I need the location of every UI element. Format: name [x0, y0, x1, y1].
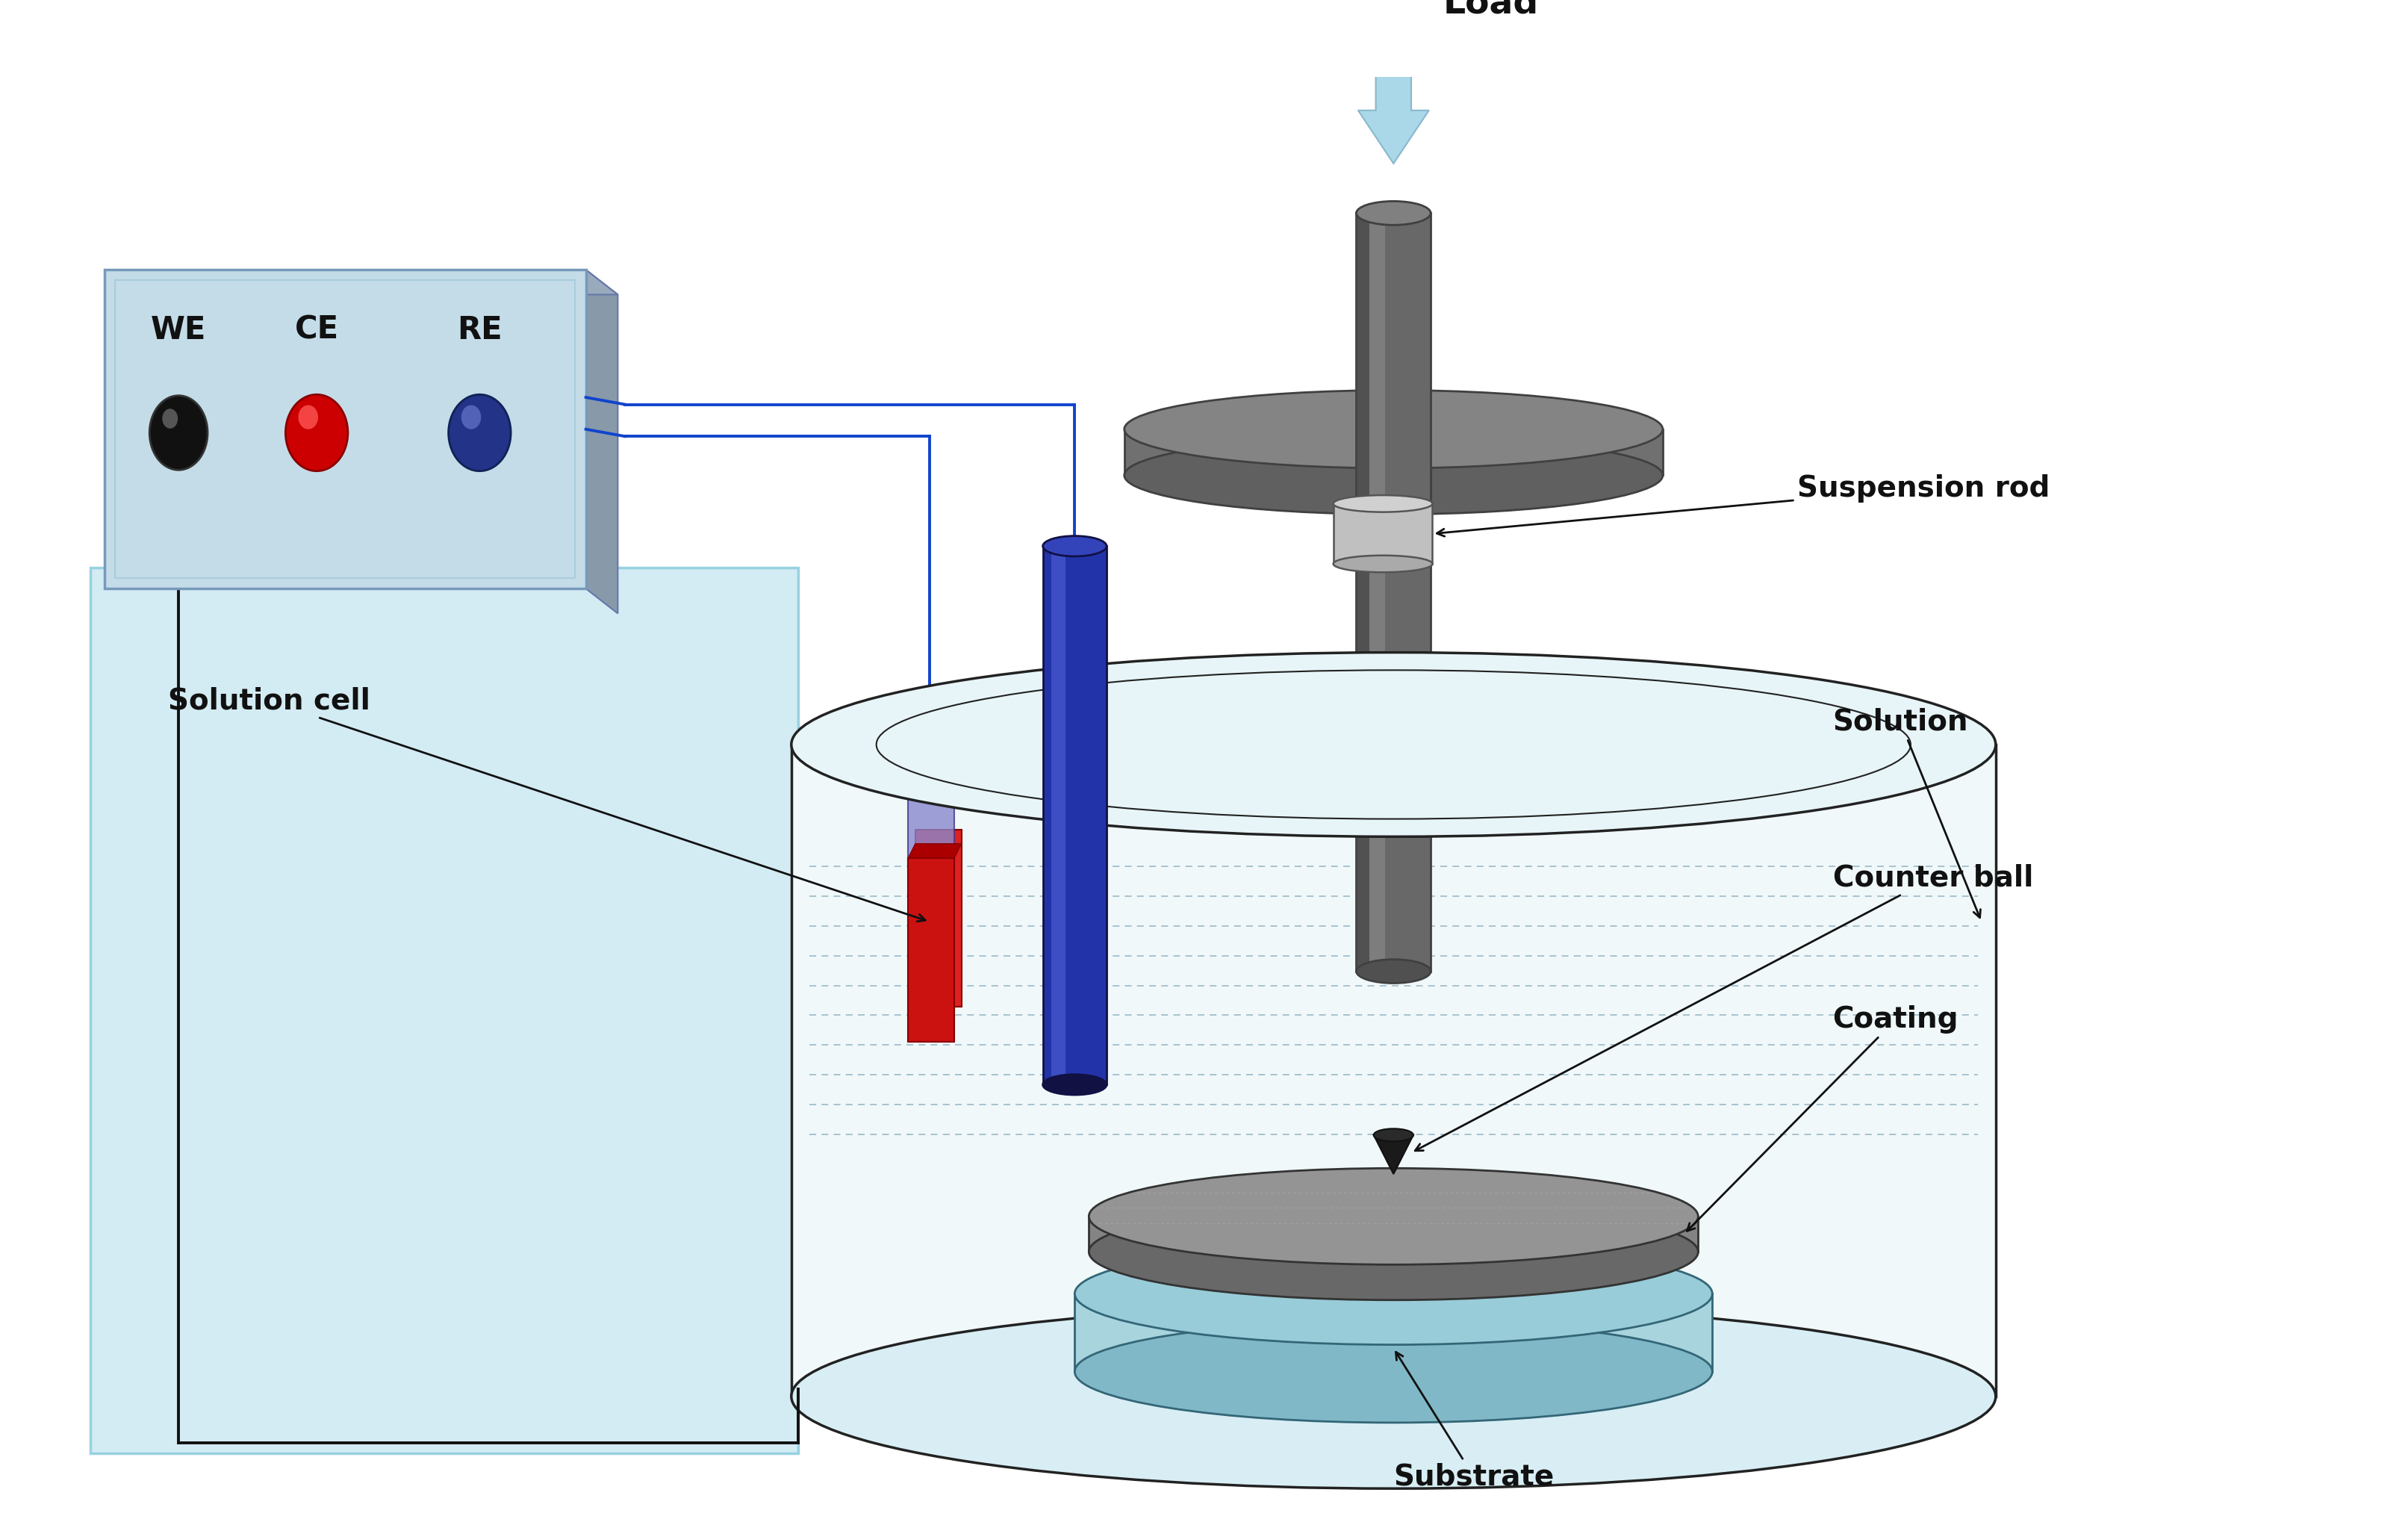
Text: Suspension rod: Suspension rod: [1438, 474, 2049, 537]
Ellipse shape: [1125, 390, 1662, 468]
Text: Solution cell: Solution cell: [169, 686, 925, 921]
FancyBboxPatch shape: [1356, 214, 1430, 971]
Polygon shape: [908, 843, 961, 859]
Text: Coating: Coating: [1688, 1005, 1958, 1231]
FancyArrow shape: [1358, 15, 1428, 163]
FancyBboxPatch shape: [1334, 503, 1433, 564]
Polygon shape: [104, 270, 619, 294]
Text: Solution: Solution: [1832, 708, 1979, 918]
FancyBboxPatch shape: [1370, 214, 1385, 971]
Ellipse shape: [792, 1304, 1996, 1488]
Ellipse shape: [1088, 1203, 1698, 1299]
Ellipse shape: [1356, 201, 1430, 226]
FancyBboxPatch shape: [89, 567, 799, 1453]
Ellipse shape: [161, 409, 178, 429]
Ellipse shape: [1334, 496, 1433, 512]
Ellipse shape: [1356, 959, 1430, 984]
Text: CE: CE: [294, 314, 340, 346]
Ellipse shape: [1334, 555, 1433, 572]
Text: WE: WE: [152, 314, 207, 346]
Ellipse shape: [299, 406, 318, 429]
Text: Counter ball: Counter ball: [1416, 863, 2032, 1151]
Ellipse shape: [462, 406, 482, 429]
FancyBboxPatch shape: [104, 270, 585, 589]
Polygon shape: [908, 766, 954, 865]
Ellipse shape: [792, 653, 1996, 837]
FancyBboxPatch shape: [1125, 429, 1662, 476]
Polygon shape: [908, 752, 961, 766]
Ellipse shape: [1043, 535, 1108, 557]
FancyBboxPatch shape: [1088, 1217, 1698, 1252]
FancyBboxPatch shape: [792, 744, 1996, 1397]
Polygon shape: [908, 859, 954, 1042]
Ellipse shape: [1088, 1168, 1698, 1264]
FancyBboxPatch shape: [1043, 546, 1108, 1084]
Text: Substrate: Substrate: [1394, 1353, 1553, 1491]
Ellipse shape: [149, 395, 207, 470]
FancyBboxPatch shape: [1356, 214, 1370, 971]
Polygon shape: [585, 270, 619, 613]
Ellipse shape: [1043, 1075, 1108, 1095]
Ellipse shape: [287, 395, 347, 471]
FancyBboxPatch shape: [1052, 546, 1064, 1084]
Ellipse shape: [448, 395, 510, 471]
Polygon shape: [915, 830, 961, 1007]
Ellipse shape: [1373, 1128, 1413, 1141]
Text: RE: RE: [458, 314, 503, 346]
Polygon shape: [1373, 1135, 1413, 1174]
Ellipse shape: [1125, 436, 1662, 514]
FancyBboxPatch shape: [1074, 1293, 1712, 1371]
Ellipse shape: [1074, 1243, 1712, 1345]
Text: Load: Load: [1442, 0, 1539, 21]
Ellipse shape: [1074, 1321, 1712, 1423]
